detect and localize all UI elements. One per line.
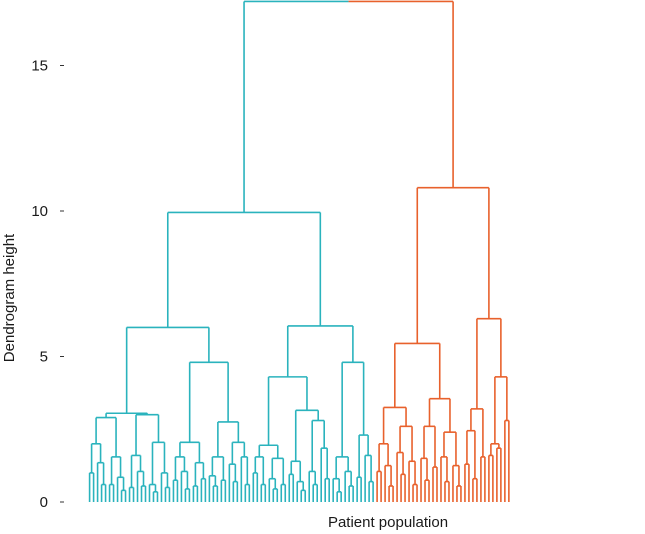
x-axis-label: Patient population <box>328 514 448 531</box>
y-tick-label: 10 <box>31 203 48 220</box>
y-axis-label: Dendrogram height <box>1 233 18 362</box>
y-tick-label: 15 <box>31 58 48 75</box>
y-tick-label: 5 <box>40 349 48 366</box>
y-axis: 0 5 10 15 <box>31 58 64 511</box>
dendrogram-links <box>88 0 510 502</box>
y-tick-label: 0 <box>40 494 48 511</box>
